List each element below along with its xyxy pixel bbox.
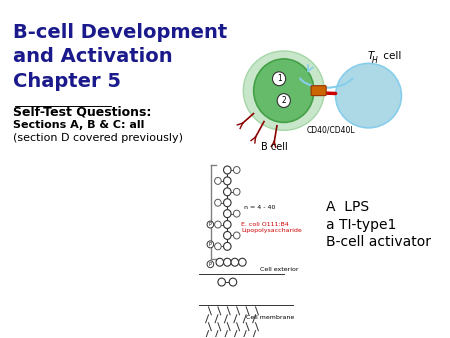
Circle shape bbox=[224, 188, 231, 196]
Circle shape bbox=[216, 258, 224, 266]
Circle shape bbox=[224, 177, 231, 185]
Circle shape bbox=[224, 242, 231, 250]
Text: B cell: B cell bbox=[261, 142, 288, 152]
Ellipse shape bbox=[243, 51, 324, 130]
Text: Sections A, B & C: all: Sections A, B & C: all bbox=[13, 120, 144, 130]
Circle shape bbox=[229, 278, 237, 286]
Circle shape bbox=[218, 278, 225, 286]
Circle shape bbox=[224, 221, 231, 228]
Circle shape bbox=[234, 167, 240, 173]
Text: n = 4 - 40: n = 4 - 40 bbox=[244, 205, 276, 210]
Circle shape bbox=[207, 261, 214, 268]
Text: E. coli O111:B4
Lipopolysaccharide: E. coli O111:B4 Lipopolysaccharide bbox=[242, 222, 302, 233]
Circle shape bbox=[215, 243, 221, 250]
Circle shape bbox=[207, 241, 214, 248]
Text: Cell exterior: Cell exterior bbox=[260, 267, 299, 272]
Text: B-cell Development
and Activation
Chapter 5: B-cell Development and Activation Chapte… bbox=[13, 23, 227, 91]
Circle shape bbox=[238, 258, 246, 266]
Circle shape bbox=[277, 94, 290, 107]
Circle shape bbox=[231, 258, 238, 266]
Circle shape bbox=[224, 258, 231, 266]
Text: CD40/CD40L: CD40/CD40L bbox=[306, 125, 355, 135]
Ellipse shape bbox=[254, 59, 314, 122]
Text: P: P bbox=[209, 222, 212, 227]
Text: H: H bbox=[372, 56, 378, 65]
Circle shape bbox=[234, 188, 240, 195]
Text: a TI-type1: a TI-type1 bbox=[326, 218, 396, 232]
Text: B-cell activator: B-cell activator bbox=[326, 236, 431, 249]
Circle shape bbox=[273, 72, 286, 86]
Text: A  LPS: A LPS bbox=[326, 200, 369, 214]
Ellipse shape bbox=[336, 64, 401, 128]
Circle shape bbox=[224, 166, 231, 174]
Circle shape bbox=[224, 210, 231, 218]
Text: 2: 2 bbox=[281, 96, 286, 105]
Circle shape bbox=[234, 232, 240, 239]
Circle shape bbox=[215, 177, 221, 184]
Circle shape bbox=[224, 199, 231, 207]
Circle shape bbox=[207, 221, 214, 228]
Circle shape bbox=[215, 221, 221, 228]
FancyBboxPatch shape bbox=[311, 86, 326, 96]
Circle shape bbox=[215, 199, 221, 206]
Circle shape bbox=[234, 210, 240, 217]
Text: (section D covered previously): (section D covered previously) bbox=[13, 133, 183, 143]
Text: Self-Test Questions:: Self-Test Questions: bbox=[13, 105, 151, 119]
Text: cell: cell bbox=[380, 51, 401, 61]
Text: 1: 1 bbox=[277, 74, 281, 83]
Text: T: T bbox=[367, 51, 374, 61]
Circle shape bbox=[224, 232, 231, 239]
Text: Cell membrane: Cell membrane bbox=[246, 315, 294, 320]
Text: P: P bbox=[209, 242, 212, 247]
Text: P: P bbox=[209, 262, 212, 267]
